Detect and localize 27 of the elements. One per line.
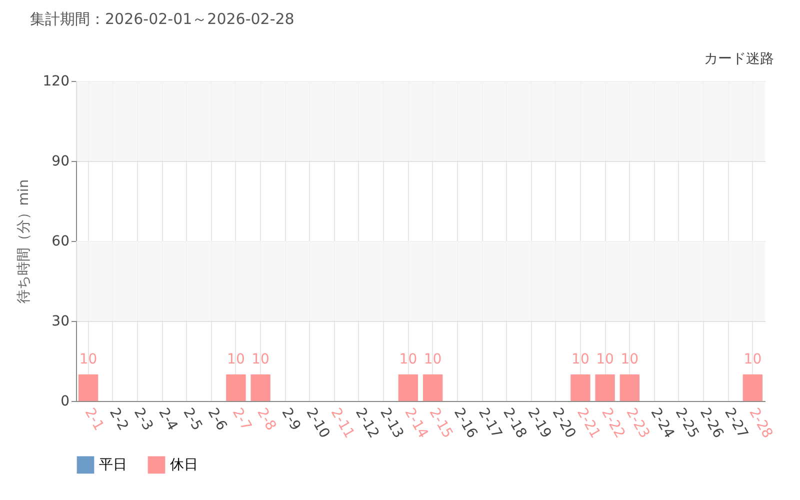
y-tick-label: 90 [52, 154, 70, 170]
x-tick-label: 2-1 [81, 406, 107, 434]
data-label: 10 [79, 351, 98, 368]
legend-label: 休日 [170, 456, 198, 473]
data-label: 10 [620, 351, 639, 368]
data-label: 10 [596, 351, 614, 368]
x-tick-label: 2-3 [130, 406, 156, 434]
x-tick-label: 2-2 [106, 406, 132, 434]
data-label: 10 [399, 351, 418, 368]
x-tick-label: 2-8 [254, 406, 279, 434]
data-label: 10 [252, 351, 270, 368]
data-label: 10 [424, 351, 442, 368]
x-tick-label: 2-9 [278, 406, 304, 434]
y-axis-title: 待ち時間（分）min [16, 179, 32, 304]
legend-label: 平日 [99, 456, 127, 473]
y-tick-label: 0 [60, 394, 70, 410]
data-label: 10 [744, 351, 762, 368]
x-tick-label: 2-4 [155, 406, 181, 434]
x-tick-label: 2-6 [204, 406, 230, 434]
y-tick-label: 60 [52, 234, 70, 250]
data-label: 10 [572, 351, 590, 368]
x-tick-label: 2-5 [180, 406, 206, 434]
chart-title: 集計期間：2026-02-01～2026-02-28 [30, 10, 294, 29]
x-tick-label: 2-7 [229, 406, 254, 434]
y-tick-label: 30 [52, 314, 70, 330]
y-tick-label: 120 [42, 74, 70, 90]
data-label: 10 [227, 351, 245, 368]
